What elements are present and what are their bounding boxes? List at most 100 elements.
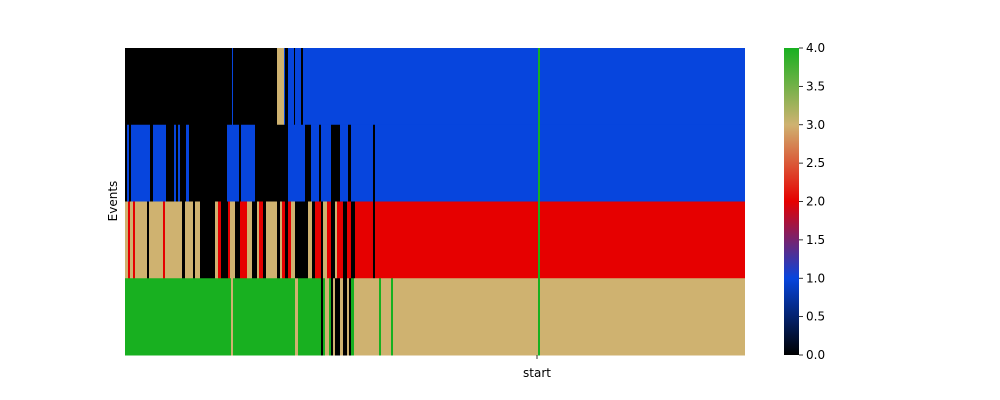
heatmap-cell-r1-c1 xyxy=(127,124,129,202)
heatmap-cell-r2-c44 xyxy=(327,201,331,279)
heatmap-cell-r1-c34 xyxy=(375,124,538,202)
heatmap-cell-r2-c23 xyxy=(243,201,247,279)
heatmap-cell-r2-c19 xyxy=(228,201,230,279)
heatmap-cell-r3-c9 xyxy=(331,278,333,356)
heatmap-cell-r2-c52 xyxy=(373,201,375,279)
heatmap-cell-r0-c4 xyxy=(284,48,285,126)
colorbar-tick-label-4: 2.0 xyxy=(806,195,825,209)
heatmap-cell-r1-c23 xyxy=(311,124,315,202)
heatmap-cell-r1-c8 xyxy=(176,124,178,202)
heatmap-cell-r1-c21 xyxy=(298,124,305,202)
heatmap-cell-r2-c43 xyxy=(323,201,327,279)
heatmap-cell-r1-c11 xyxy=(186,124,189,202)
colorbar-tick-label-5: 2.5 xyxy=(806,156,825,170)
heatmap-cell-r1-c30 xyxy=(348,124,351,202)
heatmap-cell-r1-c31 xyxy=(351,124,355,202)
heatmap-cell-r2-c29 xyxy=(266,201,270,279)
heatmap-cell-r2-c32 xyxy=(280,201,282,279)
heatmap-cell-r2-c35 xyxy=(288,201,291,279)
heatmap-cell-r2-c37 xyxy=(295,201,303,279)
heatmap-cell-r2-c24 xyxy=(247,201,252,279)
heatmap-cell-r3-c23 xyxy=(540,278,745,356)
y-axis-label: Events xyxy=(106,181,120,222)
heatmap-cell-r3-c1 xyxy=(231,278,233,356)
heatmap-cell-r2-c38 xyxy=(303,201,308,279)
heatmap-cell-r1-c20 xyxy=(295,124,298,202)
heatmap-cell-r2-c26 xyxy=(257,201,259,279)
heatmap-cell-r3-c20 xyxy=(391,278,393,356)
heatmap-cell-r2-c11 xyxy=(193,201,195,279)
heatmap-cell-r2-c42 xyxy=(321,201,323,279)
colorbar-tick-label-7: 3.5 xyxy=(806,79,825,93)
colorbar-tick-label-0: 0.0 xyxy=(806,348,825,362)
heatmap-cell-r1-c22 xyxy=(305,124,311,202)
heatmap-cell-r2-c4 xyxy=(135,201,147,279)
heatmap-cell-r3-c6 xyxy=(323,278,325,356)
heatmap-cell-r2-c40 xyxy=(312,201,315,279)
heatmap-cell-r0-c3 xyxy=(277,48,284,126)
heatmap-cell-r2-c27 xyxy=(259,201,263,279)
heatmap-cell-r2-c31 xyxy=(277,201,280,279)
heatmap-cell-r1-c12 xyxy=(189,124,193,202)
heatmap-cell-r2-c21 xyxy=(235,201,240,279)
heatmap-cell-r3-c14 xyxy=(347,278,349,356)
heatmap-cell-r2-c53 xyxy=(375,201,538,279)
heatmap-cell-r3-c5 xyxy=(321,278,323,356)
colorbar-tick-label-2: 1.0 xyxy=(806,271,825,285)
heatmap-cell-r3-c7 xyxy=(325,278,329,356)
heatmap-cell-r2-c3 xyxy=(133,201,135,279)
heatmap-cell-r0-c6 xyxy=(288,48,294,126)
colorbar-tick-label-8: 4.0 xyxy=(806,41,825,55)
heatmap-cell-r1-c13 xyxy=(193,124,227,202)
heatmap-cell-r1-c29 xyxy=(340,124,348,202)
heatmap-cell-r3-c18 xyxy=(379,278,381,356)
heatmap-cell-r2-c36 xyxy=(291,201,295,279)
heatmap-cell-r2-c41 xyxy=(315,201,321,279)
heatmap-cell-r2-c47 xyxy=(337,201,343,279)
heatmap-cell-r1-c3 xyxy=(131,124,150,202)
heatmap-cell-r2-c39 xyxy=(308,201,312,279)
heatmap-cell-r3-c19 xyxy=(381,278,391,356)
heatmap-cell-r2-c16 xyxy=(218,201,221,279)
heatmap-cell-r3-c10 xyxy=(333,278,335,356)
heatmap-cell-r2-c51 xyxy=(355,201,373,279)
heatmap-cell-r1-c0 xyxy=(125,124,127,202)
heatmap-cell-r3-c8 xyxy=(329,278,331,356)
heatmap-cell-r2-c10 xyxy=(185,201,193,279)
colorbar-ticks: 0.0 0.5 1.0 1.5 2.0 2.5 3.0 3.5 4.0 xyxy=(799,41,825,362)
heatmap-cell-r2-c28 xyxy=(263,201,266,279)
heatmap-cell-r1-c19 xyxy=(288,124,295,202)
heatmap-cell-r3-c13 xyxy=(343,278,347,356)
heatmap-cell-r1-c26 xyxy=(321,124,331,202)
heatmap-cell-r1-c32 xyxy=(355,124,373,202)
heatmap-cell-r0-c13 xyxy=(540,48,745,126)
heatmap-cell-r2-c1 xyxy=(128,201,130,279)
heatmap-cell-r2-c6 xyxy=(149,201,163,279)
heatmap-cell-r1-c18 xyxy=(255,124,288,202)
heatmap-cell-r1-c5 xyxy=(153,124,166,202)
heatmap-cell-r2-c8 xyxy=(165,201,182,279)
heatmap-cell-r0-c12 xyxy=(538,48,540,126)
heatmap-cell-r2-c45 xyxy=(331,201,335,279)
heatmap-cell-r2-c17 xyxy=(221,201,224,279)
heatmap-cell-r1-c9 xyxy=(178,124,180,202)
heatmap-cell-r3-c22 xyxy=(538,278,540,356)
heatmap-cell-r2-c33 xyxy=(282,201,285,279)
heatmap-cell-r1-c10 xyxy=(180,124,186,202)
heatmap-cell-r1-c27 xyxy=(331,124,333,202)
heatmap-cell-r1-c15 xyxy=(239,124,241,202)
heatmap-cell-r2-c46 xyxy=(335,201,337,279)
heatmap-cell-r2-c15 xyxy=(215,201,218,279)
heatmap-cell-r2-c12 xyxy=(195,201,200,279)
x-tick-label: start xyxy=(523,366,551,380)
heatmap-cell-r1-c7 xyxy=(174,124,176,202)
heatmap-cell-r2-c13 xyxy=(200,201,203,279)
heatmap-cell-r0-c5 xyxy=(285,48,288,126)
heatmap-cell-r0-c2 xyxy=(233,48,277,126)
heatmap-cell-r3-c3 xyxy=(295,278,298,356)
heatmap-cell-r2-c20 xyxy=(230,201,235,279)
heatmap-cell-r0-c1 xyxy=(232,48,233,126)
heatmap-cell-r2-c14 xyxy=(203,201,215,279)
heatmap-cell-r3-c0 xyxy=(125,278,231,356)
